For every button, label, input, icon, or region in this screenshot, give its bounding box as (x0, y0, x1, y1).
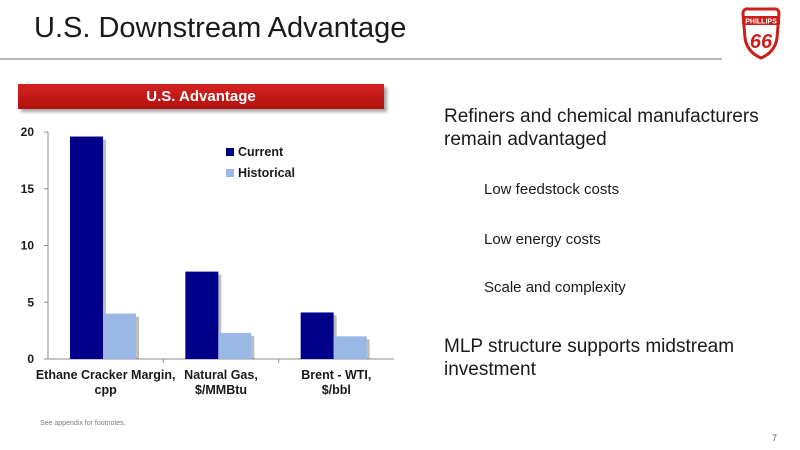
legend-swatch-current (226, 148, 234, 156)
chart-banner: U.S. Advantage (18, 84, 384, 109)
bar-current-1 (185, 271, 219, 359)
y-tick-label: 15 (21, 182, 35, 196)
y-tick-label: 10 (21, 239, 35, 253)
y-tick-label: 0 (27, 352, 34, 366)
x-category-label: Natural Gas, $/MMBtu (184, 368, 258, 397)
x-category-label: Brent - WTI, $/bbl (301, 368, 371, 397)
logo-text-top: PHILLIPS (745, 19, 777, 26)
bar-current-0 (70, 136, 103, 359)
phillips-66-shield-logo: PHILLIPS 66 (741, 7, 781, 60)
bullet-main-1: Refiners and chemical manufacturers rema… (444, 106, 759, 150)
bar-historical-0 (103, 313, 136, 359)
x-category-label: Ethane Cracker Margin, cpp (36, 368, 176, 397)
bar-current-2 (300, 312, 334, 359)
bullet-sub-2: Low energy costs (484, 231, 601, 248)
legend-label-historical: Historical (238, 166, 295, 180)
bar-historical-1 (218, 332, 252, 359)
page-title: U.S. Downstream Advantage (34, 12, 407, 44)
bar-historical-2 (333, 336, 367, 359)
y-tick-label: 20 (21, 125, 35, 139)
bar-chart: 0 5 10 15 20 Ethane Cracker Margin, cpp Natural… (21, 125, 394, 397)
legend-label-current: Current (238, 145, 284, 159)
legend-swatch-historical (226, 169, 234, 177)
bullet-sub-1: Low feedstock costs (484, 181, 620, 198)
page-number: 7 (772, 433, 778, 443)
y-tick-label: 5 (27, 295, 34, 309)
bullet-main-2: MLP structure supports midstream investm… (444, 336, 735, 380)
bullet-sub-3: Scale and complexity (484, 279, 626, 296)
footnote: See appendix for footnotes. (40, 420, 126, 427)
title-divider (0, 58, 722, 60)
logo-text-main: 66 (750, 31, 773, 53)
